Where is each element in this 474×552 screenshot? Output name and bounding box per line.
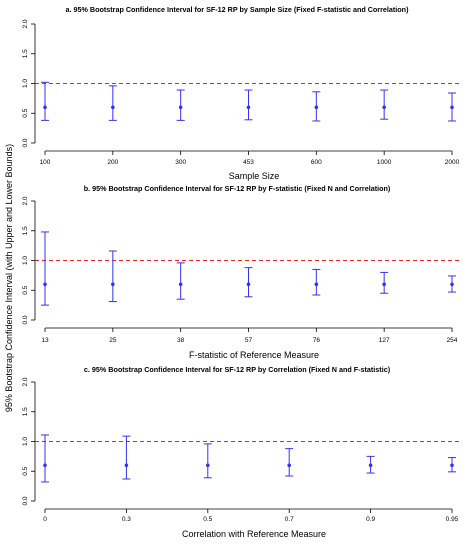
point-estimate [314, 282, 319, 287]
x-tick-label: 300 [175, 159, 186, 166]
error-bar [176, 89, 185, 121]
point-estimate [368, 463, 373, 468]
point-estimate [124, 463, 129, 468]
error-bar [380, 89, 389, 120]
x-tick-label: 127 [379, 337, 390, 344]
y-tick-label: 0.0 [22, 496, 29, 505]
x-tick-label: 0.9 [366, 516, 375, 523]
point-estimate [450, 463, 454, 468]
point-estimate [43, 463, 47, 468]
y-tick-label: 0.0 [22, 315, 29, 324]
x-tick-label: 200 [107, 159, 118, 166]
error-bar [312, 91, 321, 122]
point-estimate [111, 105, 115, 110]
x-axis-label: Sample Size [229, 171, 280, 181]
x-axis-label: Correlation with Reference Measure [182, 529, 326, 539]
error-bar [41, 231, 49, 306]
x-tick-label: 0 [43, 516, 47, 523]
point-estimate [206, 463, 210, 468]
error-bar [448, 92, 456, 122]
y-tick-label: 0.5 [22, 285, 29, 294]
y-tick-label: 0.5 [22, 108, 29, 117]
error-bar [41, 81, 49, 121]
panel-title: a. 95% Bootstrap Confidence Interval for… [66, 5, 410, 14]
point-estimate [287, 463, 292, 468]
y-tick-label: 1.0 [22, 437, 29, 446]
chart-panel-b: b. 95% Bootstrap Confidence Interval for… [22, 184, 462, 360]
point-estimate [246, 105, 251, 110]
error-bar [312, 268, 321, 296]
x-axis-label: F-statistic of Reference Measure [189, 350, 319, 360]
error-bar [108, 250, 117, 303]
x-tick-label: 1000 [377, 159, 392, 166]
x-tick-label: 100 [40, 159, 51, 166]
error-bar [448, 457, 456, 473]
error-bar [203, 443, 212, 479]
error-bar [366, 455, 375, 474]
point-estimate [246, 282, 251, 287]
y-tick-label: 1.5 [22, 407, 29, 416]
chart-panel-c: c. 95% Bootstrap Confidence Interval for… [22, 365, 462, 539]
error-bar [244, 267, 253, 298]
y-tick-label: 2.0 [22, 19, 29, 28]
x-tick-label: 600 [311, 159, 322, 166]
point-estimate [382, 105, 386, 110]
x-tick-label: 254 [447, 337, 458, 344]
x-tick-label: 13 [41, 337, 49, 344]
x-tick-label: 2000 [445, 159, 460, 166]
point-estimate [314, 105, 319, 110]
panel-title: b. 95% Bootstrap Confidence Interval for… [84, 184, 391, 193]
x-tick-label: 0.7 [285, 516, 294, 523]
chart-panel-a: a. 95% Bootstrap Confidence Interval for… [22, 5, 462, 181]
point-estimate [450, 105, 454, 110]
point-estimate [111, 282, 115, 287]
chart-panels: a. 95% Bootstrap Confidence Interval for… [22, 5, 462, 539]
error-bar [244, 89, 253, 121]
x-tick-label: 76 [313, 337, 321, 344]
y-tick-label: 0.0 [22, 138, 29, 147]
error-bar [108, 85, 117, 121]
error-bar [380, 271, 389, 294]
x-tick-label: 0.95 [446, 516, 459, 523]
point-estimate [43, 105, 47, 110]
y-axis-label: 95% Bootstrap Confidence Interval (with … [4, 144, 14, 412]
error-bar [122, 435, 131, 480]
x-tick-label: 0.5 [203, 516, 212, 523]
x-tick-label: 0.3 [122, 516, 131, 523]
y-tick-label: 1.5 [22, 226, 29, 235]
x-tick-label: 25 [109, 337, 117, 344]
error-bar [41, 434, 49, 483]
x-tick-label: 38 [177, 337, 185, 344]
y-tick-label: 1.5 [22, 49, 29, 58]
error-bar [176, 262, 185, 300]
y-tick-label: 1.0 [22, 256, 29, 265]
x-tick-label: 453 [243, 159, 254, 166]
y-tick-label: 0.5 [22, 466, 29, 475]
y-tick-label: 2.0 [22, 377, 29, 386]
y-tick-label: 2.0 [22, 196, 29, 205]
panel-title: c. 95% Bootstrap Confidence Interval for… [84, 365, 391, 374]
error-bar [285, 448, 294, 477]
x-tick-label: 57 [245, 337, 253, 344]
y-tick-label: 1.0 [22, 79, 29, 88]
error-bar [448, 275, 456, 293]
point-estimate [43, 282, 47, 287]
point-estimate [382, 282, 386, 287]
point-estimate [450, 282, 454, 287]
point-estimate [178, 105, 183, 110]
point-estimate [178, 282, 183, 287]
